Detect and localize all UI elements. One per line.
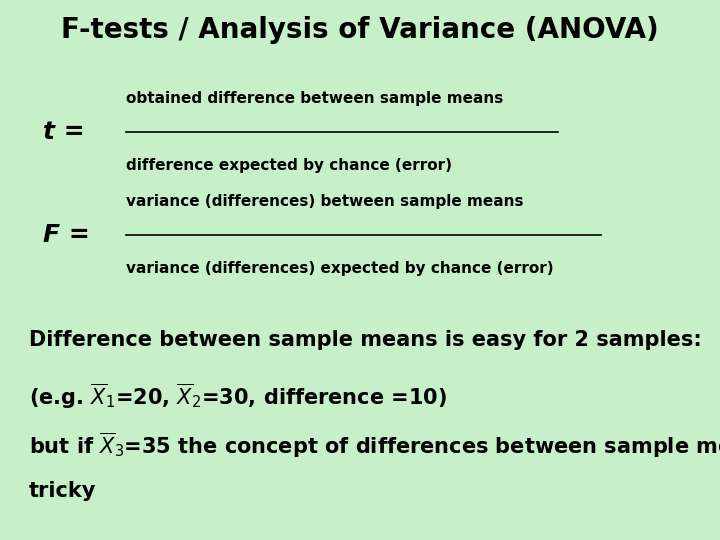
Text: difference expected by chance (error): difference expected by chance (error) (126, 158, 452, 173)
Text: but if $\overline{X}_3$=35 the concept of differences between sample means gets: but if $\overline{X}_3$=35 the concept o… (29, 431, 720, 460)
Text: obtained difference between sample means: obtained difference between sample means (126, 91, 503, 106)
Text: tricky: tricky (29, 481, 96, 502)
Text: variance (differences) expected by chance (error): variance (differences) expected by chanc… (126, 261, 554, 276)
Text: F =: F = (43, 223, 90, 247)
Text: Difference between sample means is easy for 2 samples:: Difference between sample means is easy … (29, 330, 701, 350)
Text: variance (differences) between sample means: variance (differences) between sample me… (126, 194, 523, 209)
Text: t =: t = (43, 120, 85, 144)
Text: F-tests / Analysis of Variance (ANOVA): F-tests / Analysis of Variance (ANOVA) (61, 16, 659, 44)
Text: (e.g. $\overline{X}_1$=20, $\overline{X}_2$=30, difference =10): (e.g. $\overline{X}_1$=20, $\overline{X}… (29, 382, 446, 411)
